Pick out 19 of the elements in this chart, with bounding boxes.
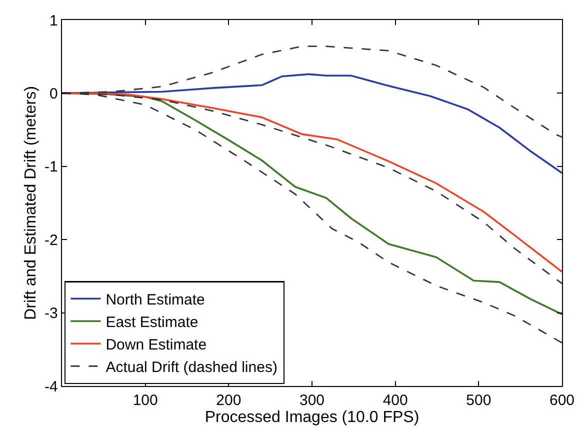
x-tick-label: 500	[466, 392, 492, 410]
y-tick-label: 0	[50, 85, 58, 102]
x-tick-label: 400	[382, 392, 408, 410]
y-tick-label: -1	[44, 158, 58, 176]
x-tick-label: 200	[216, 392, 242, 410]
x-tick-label: 600	[549, 392, 575, 410]
y-tick-label: -2	[44, 232, 58, 249]
x-tick-label: 300	[299, 392, 325, 410]
y-tick-label: 1	[50, 12, 58, 30]
x-tick-label: 100	[132, 392, 158, 410]
legend-label: Down Estimate	[106, 336, 207, 354]
legend-label: North Estimate	[106, 291, 205, 308]
y-axis-title: Drift and Estimated Drift (meters)	[22, 86, 40, 320]
y-tick-label: -3	[44, 305, 58, 322]
y-tick-label: -4	[44, 378, 58, 396]
legend-label: Actual Drift (dashed lines)	[106, 358, 278, 376]
x-axis-title: Processed Images (10.0 FPS)	[204, 409, 420, 426]
line-series	[62, 73, 562, 174]
legend-label: East Estimate	[106, 314, 198, 331]
